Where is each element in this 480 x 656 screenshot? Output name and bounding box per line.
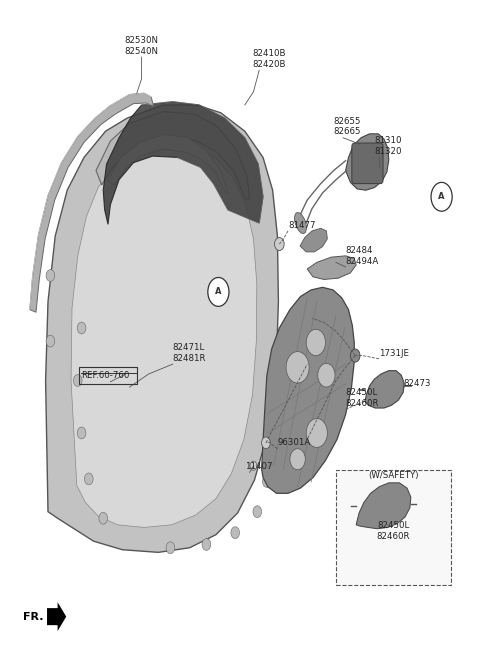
Ellipse shape <box>295 213 306 234</box>
Text: 82484
82494A: 82484 82494A <box>346 246 379 266</box>
Circle shape <box>250 461 257 470</box>
Circle shape <box>84 473 93 485</box>
Circle shape <box>166 542 175 554</box>
Text: 82450L
82460R: 82450L 82460R <box>346 388 379 408</box>
Text: A: A <box>438 192 445 201</box>
Circle shape <box>318 363 335 387</box>
Text: 82530N
82540N: 82530N 82540N <box>125 36 158 56</box>
Circle shape <box>73 375 82 386</box>
Circle shape <box>350 349 360 362</box>
Text: REF.60-760: REF.60-760 <box>81 371 129 380</box>
Polygon shape <box>300 228 327 252</box>
Circle shape <box>306 419 327 447</box>
Polygon shape <box>108 134 228 194</box>
Polygon shape <box>30 93 154 312</box>
Circle shape <box>77 322 86 334</box>
Text: 82450L
82460R: 82450L 82460R <box>377 522 410 541</box>
Circle shape <box>306 329 325 356</box>
Circle shape <box>263 476 271 487</box>
Text: A: A <box>215 287 222 297</box>
Text: 82471L
82481R: 82471L 82481R <box>173 343 206 363</box>
Polygon shape <box>46 105 278 552</box>
Circle shape <box>253 506 262 518</box>
Polygon shape <box>356 483 411 529</box>
Circle shape <box>46 335 55 347</box>
Text: 81310
81320: 81310 81320 <box>374 136 402 156</box>
Circle shape <box>286 352 309 383</box>
Circle shape <box>208 277 229 306</box>
FancyBboxPatch shape <box>336 470 451 585</box>
Text: 1731JE: 1731JE <box>379 348 409 358</box>
Text: 81477: 81477 <box>288 220 315 230</box>
Text: 96301A: 96301A <box>277 438 311 447</box>
Circle shape <box>99 512 108 524</box>
Circle shape <box>231 527 240 539</box>
Polygon shape <box>307 256 356 279</box>
Polygon shape <box>47 602 66 631</box>
Circle shape <box>431 182 452 211</box>
Circle shape <box>46 270 55 281</box>
Circle shape <box>77 427 86 439</box>
FancyBboxPatch shape <box>352 143 383 184</box>
Polygon shape <box>262 287 354 493</box>
Circle shape <box>290 449 305 470</box>
Circle shape <box>262 437 270 449</box>
Text: 11407: 11407 <box>245 462 272 471</box>
Polygon shape <box>346 134 389 190</box>
Polygon shape <box>96 112 250 200</box>
Text: (W/SAFETY): (W/SAFETY) <box>368 471 419 480</box>
Polygon shape <box>365 371 404 408</box>
Text: 82410B
82420B: 82410B 82420B <box>252 49 286 69</box>
Polygon shape <box>103 102 263 224</box>
Polygon shape <box>71 144 257 527</box>
Circle shape <box>202 539 211 550</box>
Text: 82473: 82473 <box>403 379 431 388</box>
Text: 82655
82665: 82655 82665 <box>334 117 361 136</box>
Text: FR.: FR. <box>23 611 44 622</box>
Circle shape <box>275 237 284 251</box>
